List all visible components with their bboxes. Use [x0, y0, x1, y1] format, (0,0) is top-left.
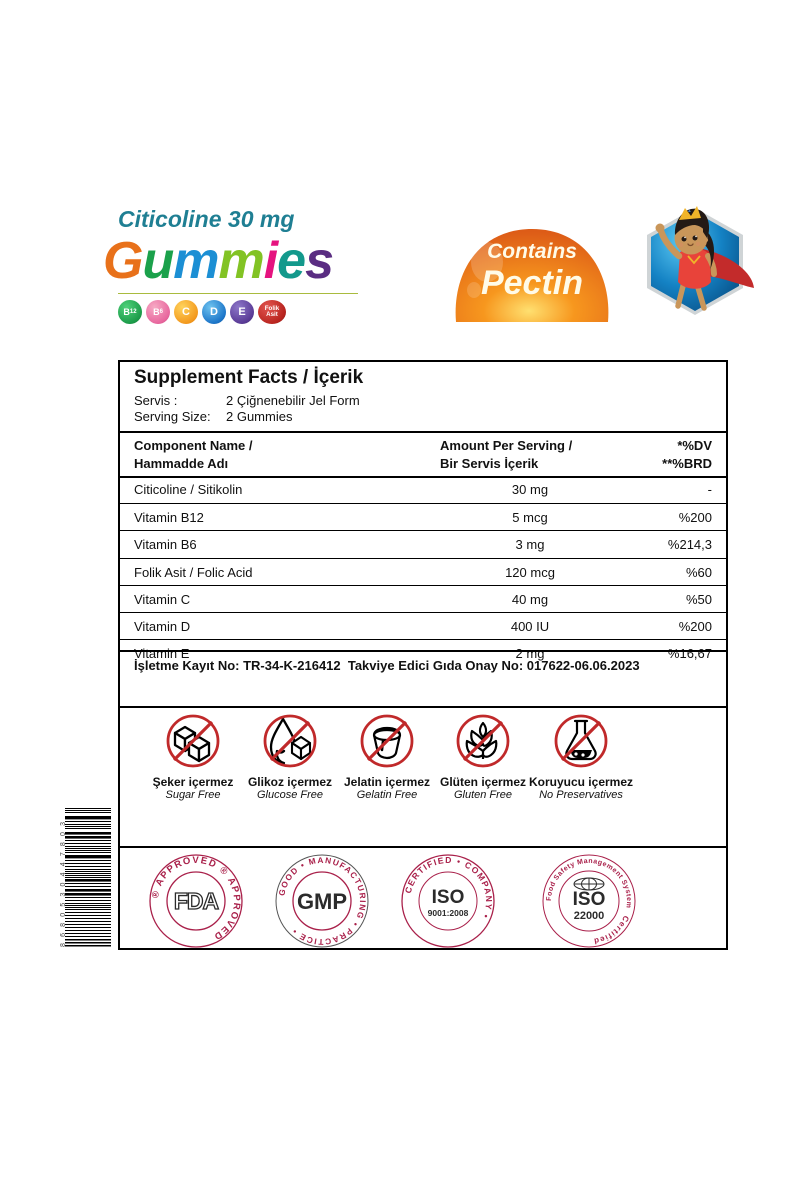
- svg-text:FDA: FDA: [174, 888, 219, 914]
- svg-text:9001:2008: 9001:2008: [428, 908, 469, 918]
- svg-text:22000: 22000: [574, 910, 605, 922]
- svg-text:ISO: ISO: [573, 889, 606, 910]
- svg-text:GMP: GMP: [297, 889, 347, 914]
- svg-text:ISO: ISO: [432, 887, 465, 908]
